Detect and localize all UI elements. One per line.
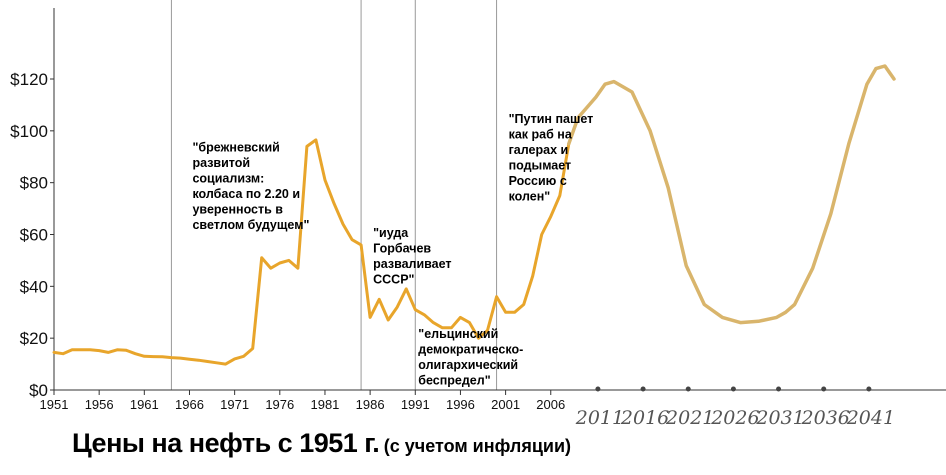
x-tick-handwritten-label: 2016 <box>620 407 669 429</box>
annotation-line: уверенность в <box>192 203 283 217</box>
annotation-line: светлом будущем" <box>192 218 309 232</box>
x-tick-handwritten-label: 2031 <box>755 407 804 429</box>
annotation-line: беспредел" <box>418 374 490 388</box>
annotation-line: галерах и <box>509 143 569 157</box>
annotation-line: "брежневский <box>192 141 279 155</box>
x-tick-dot <box>776 386 782 392</box>
x-tick-label: 1971 <box>220 397 249 412</box>
x-tick-label: 1976 <box>265 397 294 412</box>
x-tick-label: 1986 <box>356 397 385 412</box>
x-tick-dot <box>866 386 872 392</box>
x-tick-label: 1966 <box>175 397 204 412</box>
x-tick-dot <box>730 386 736 392</box>
annotation-line: демократическо- <box>418 343 523 357</box>
annotation-line: колен" <box>509 190 551 204</box>
annotation-1: "брежневский развитой социализм: колбаса по… <box>192 141 309 233</box>
x-tick-handwritten-label: 2021 <box>665 407 714 429</box>
x-tick-dot <box>821 386 827 392</box>
x-tick-label: 1956 <box>85 397 114 412</box>
x-tick-handwritten-label: 2011 <box>575 407 624 429</box>
y-tick-label: $20 <box>20 329 48 348</box>
chart-title-main: Цены на нефть с 1951 г. <box>72 428 380 458</box>
annotation-line: социализм: <box>192 172 264 186</box>
annotation-line: СССР" <box>373 273 414 287</box>
annotations: "брежневский развитой социализм: колбаса по… <box>192 112 593 388</box>
y-tick-label: $0 <box>29 381 48 400</box>
annotation-line: Горбачев <box>373 242 431 256</box>
x-tick-dot <box>685 386 691 392</box>
annotation-2: "иуда Горбачев разваливает СССР" <box>373 226 451 287</box>
x-axis-ticks: 1951 1956 1961 1966 1971 1976 1981 1986 1991 1996… <box>40 386 895 429</box>
series-lines <box>52 64 896 366</box>
annotation-3: "ельцинский демократическо-олигархический… <box>418 327 523 388</box>
annotation-line: колбаса по 2.20 и <box>192 187 300 201</box>
chart-title: Цены на нефть с 1951 г. (с учетом инфляц… <box>72 428 571 459</box>
x-tick-label: 2001 <box>491 397 520 412</box>
x-tick-dot <box>640 386 646 392</box>
x-tick-label: 1996 <box>446 397 475 412</box>
x-tick-label: 1961 <box>130 397 159 412</box>
x-tick-handwritten-label: 2041 <box>846 407 895 429</box>
y-tick-label: $40 <box>20 277 48 296</box>
x-tick-label: 2006 <box>536 397 565 412</box>
annotation-line: развитой <box>192 156 250 170</box>
x-tick-label: 1951 <box>40 397 69 412</box>
y-tick-label: $80 <box>20 174 48 193</box>
annotation-line: подымает <box>509 159 572 173</box>
annotation-4: "Путин пашет как раб на галерах и подымает Р… <box>509 112 594 204</box>
y-axis-ticks: $0 $20 $40 $60 $80 $100 $120 <box>10 70 54 400</box>
y-tick-label: $60 <box>20 226 48 245</box>
annotation-line: "иуда <box>373 226 409 240</box>
y-tick-label: $120 <box>10 70 48 89</box>
annotation-line: как раб на <box>509 128 573 142</box>
annotation-line: "Путин пашет <box>509 112 594 126</box>
annotation-line: олигархический <box>418 358 518 372</box>
x-tick-label: 1981 <box>310 397 339 412</box>
series-line-handdrawn-extension <box>567 64 896 325</box>
annotation-line: Россию с <box>509 174 567 188</box>
x-tick-label: 1991 <box>401 397 430 412</box>
annotation-line: разваливает <box>373 257 451 271</box>
series-line-historical <box>52 138 571 366</box>
era-separators <box>170 0 498 390</box>
y-tick-label: $100 <box>10 122 48 141</box>
chart-subtitle: (с учетом инфляции) <box>383 436 572 456</box>
axes <box>53 8 946 391</box>
x-tick-handwritten-label: 2036 <box>801 407 850 429</box>
x-tick-handwritten-label: 2026 <box>710 407 759 429</box>
annotation-line: "ельцинский <box>418 327 498 341</box>
x-tick-dot <box>595 386 601 392</box>
